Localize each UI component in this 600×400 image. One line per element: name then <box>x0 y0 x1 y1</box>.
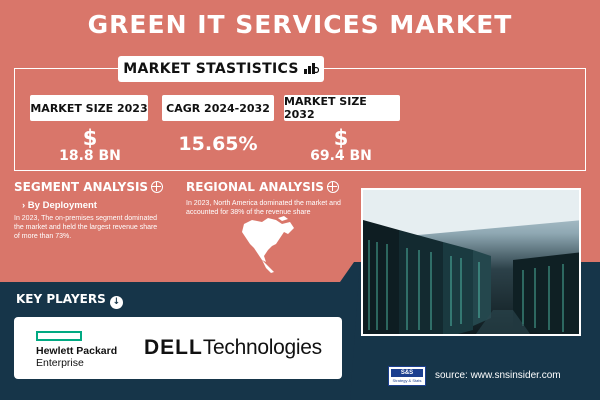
sns-logo-bottom: Strategy & Stats <box>392 378 422 383</box>
regional-analysis-text: In 2023, North America dominated the mar… <box>186 199 361 217</box>
segment-analysis-label: SEGMENT ANALYSIS <box>14 180 149 194</box>
frame-line-left <box>14 68 15 171</box>
dollar-sign-2023: $ <box>82 126 98 150</box>
chart-cash-icon <box>303 61 319 78</box>
dell-brand-text: DELL <box>144 336 203 359</box>
key-players-heading: KEY PLAYERS ↓ <box>16 292 123 309</box>
market-statistics-heading: MARKET STASTISTICS <box>118 56 324 82</box>
frame-line-left-top <box>14 68 118 69</box>
segment-text-line3: of more than 73%. <box>14 233 72 240</box>
sns-insider-logo: S&S Strategy & Stats <box>388 366 426 386</box>
stat-box-market-size-2023: MARKET SIZE 2023 <box>30 95 148 121</box>
frame-line-right-top <box>324 68 586 69</box>
key-players-logos: Hewlett Packard Enterprise DELLTechnolog… <box>14 317 342 379</box>
hpe-logo-line1: Hewlett Packard <box>36 345 118 357</box>
regional-analysis-heading: REGIONAL ANALYSIS <box>186 180 339 194</box>
download-icon: ↓ <box>109 296 123 309</box>
stat-value-2032: 69.4 BN <box>310 148 372 164</box>
segment-subheading: › By Deployment <box>22 200 97 211</box>
regional-analysis-label: REGIONAL ANALYSIS <box>186 180 324 194</box>
dell-suffix-text: Technologies <box>202 336 322 359</box>
hpe-logo-line2: Enterprise <box>36 357 84 369</box>
segment-analysis-text: In 2023, The on-premises segment dominat… <box>14 214 174 241</box>
frame-line-bottom <box>14 170 586 171</box>
regional-text-line2: accounted for 38% of the revenue share <box>186 209 311 216</box>
page-title: GREEN IT SERVICES MARKET <box>87 10 513 39</box>
server-room-photo <box>361 188 581 336</box>
hpe-logo-mark <box>36 331 82 341</box>
segment-text-line2: the market and held the largest revenue … <box>14 224 158 231</box>
stat-box-cagr: CAGR 2024-2032 <box>162 95 274 121</box>
frame-line-right <box>585 68 586 171</box>
dell-technologies-logo: DELLTechnologies <box>144 336 322 360</box>
globe-icon <box>326 181 339 193</box>
regional-text-line1: In 2023, North America dominated the mar… <box>186 200 341 207</box>
dollar-sign-2032: $ <box>333 126 349 150</box>
segment-text-line1: In 2023, The on-premises segment dominat… <box>14 215 158 222</box>
stat-box-market-size-2032: MARKET SIZE 2032 <box>284 95 400 121</box>
source-text: source: www.snsinsider.com <box>435 370 561 381</box>
north-america-map <box>242 216 294 273</box>
globe-icon <box>151 181 164 193</box>
segment-analysis-heading: SEGMENT ANALYSIS <box>14 180 164 194</box>
key-players-label: KEY PLAYERS <box>16 292 106 306</box>
market-statistics-label: MARKET STASTISTICS <box>123 61 299 77</box>
sns-logo-top: S&S <box>391 369 423 377</box>
stat-value-cagr: 15.65% <box>178 133 258 155</box>
stat-value-2023: 18.8 BN <box>59 148 121 164</box>
server-room-illustration <box>363 190 579 334</box>
